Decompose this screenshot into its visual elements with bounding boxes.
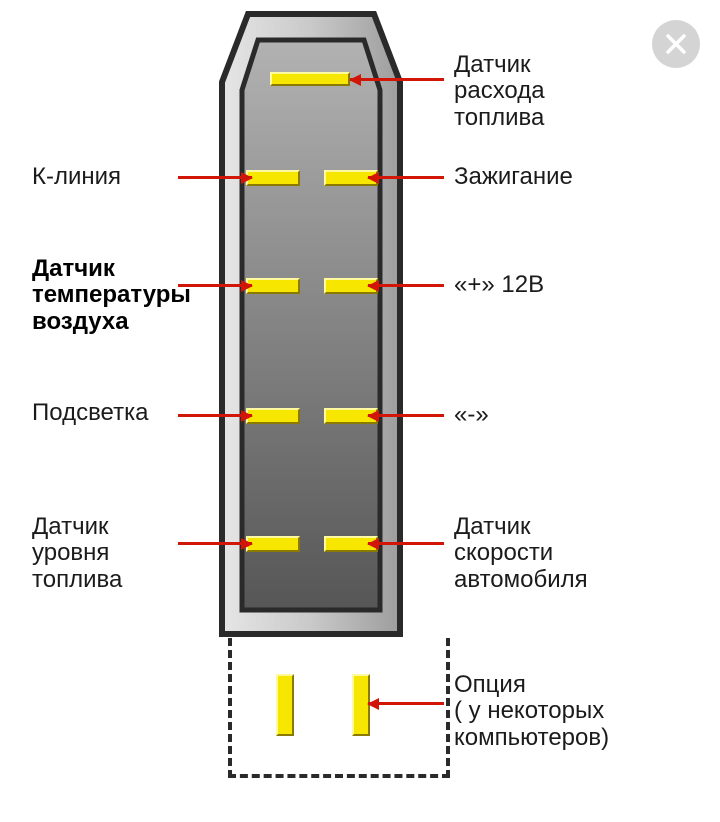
pin-label: Датчиктемпературывоздуха xyxy=(32,256,212,335)
callout-arrow xyxy=(368,702,444,705)
pin-top xyxy=(270,72,350,86)
callout-arrow xyxy=(368,414,444,417)
pin-1 xyxy=(246,170,300,186)
callout-arrow xyxy=(178,414,252,417)
callout-arrow xyxy=(178,176,252,179)
pin-7 xyxy=(246,536,300,552)
callout-arrow xyxy=(350,78,444,81)
callout-arrow xyxy=(178,284,252,287)
callout-arrow xyxy=(368,176,444,179)
pin-label: Датчикрасходатоплива xyxy=(454,52,704,131)
pin-label: Опция( у некоторыхкомпьютеров) xyxy=(454,672,704,751)
pin-label: Датчикскоростиавтомобиля xyxy=(454,514,704,593)
pin-5 xyxy=(246,408,300,424)
optional-extension xyxy=(228,638,450,778)
callout-arrow xyxy=(178,542,252,545)
pin-label: «+» 12В xyxy=(454,272,704,298)
pin-label: Датчикуровнятоплива xyxy=(32,514,212,593)
pin-3 xyxy=(246,278,300,294)
pin-label: «-» xyxy=(454,402,704,428)
optional-pin-1 xyxy=(276,674,294,736)
pin-label: Зажигание xyxy=(454,164,704,190)
callout-arrow xyxy=(368,542,444,545)
callout-arrow xyxy=(368,284,444,287)
